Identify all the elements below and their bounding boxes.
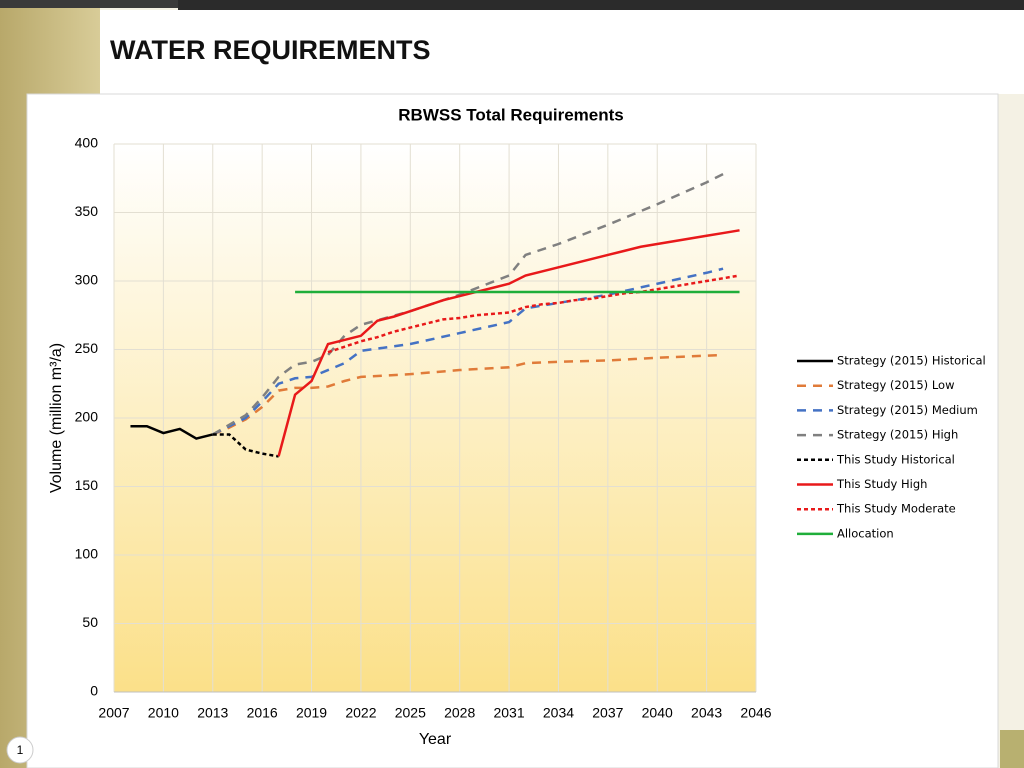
x-tick-label: 2037 [592, 705, 623, 721]
y-tick-label: 250 [75, 340, 99, 356]
legend-label: Allocation [837, 526, 894, 540]
legend-label: This Study Historical [836, 452, 955, 466]
x-tick-label: 2040 [642, 705, 673, 721]
chart-title: RBWSS Total Requirements [398, 105, 623, 124]
x-tick-label: 2031 [493, 705, 524, 721]
x-tick-label: 2034 [543, 705, 574, 721]
slide-number: 1 [17, 743, 24, 757]
y-axis-label: Volume (million m³/a) [48, 343, 65, 493]
x-axis-label: Year [419, 731, 452, 748]
top-bar [178, 0, 1024, 10]
series-line [130, 424, 214, 440]
legend-label: Strategy (2015) Medium [837, 403, 978, 417]
x-tick-label: 2010 [148, 705, 179, 721]
slide-title: WATER REQUIREMENTS [110, 35, 431, 65]
series-line [277, 229, 740, 457]
lines [130, 173, 740, 458]
series-line [212, 433, 279, 458]
y-tick-label: 0 [90, 683, 98, 699]
y-tick-label: 150 [75, 477, 99, 493]
legend-label: This Study Moderate [836, 502, 956, 516]
y-tick-label: 400 [75, 135, 99, 151]
x-tick-label: 2019 [296, 705, 327, 721]
page-badge [6, 736, 34, 764]
x-tick-label: 2025 [395, 705, 426, 721]
y-tick-label: 350 [75, 203, 99, 219]
x-tick-label: 2046 [740, 705, 771, 721]
x-tick-label: 2028 [444, 705, 475, 721]
y-tick-label: 100 [75, 546, 99, 562]
x-tick-label: 2016 [247, 705, 278, 721]
legend-label: Strategy (2015) High [837, 428, 958, 442]
legend-label: This Study High [836, 477, 927, 491]
y-tick-label: 200 [75, 409, 99, 425]
legend: Strategy (2015) Historical Strategy (2015… [797, 354, 986, 540]
legend-label: Strategy (2015) Historical [837, 354, 986, 368]
x-tick-label: 2013 [197, 705, 228, 721]
corner-image [1000, 730, 1024, 768]
series-line [327, 274, 740, 354]
x-tick-label: 2022 [345, 705, 376, 721]
y-tick-label: 50 [82, 614, 98, 630]
x-tick-label: 2043 [691, 705, 722, 721]
legend-label: Strategy (2015) Low [837, 378, 954, 392]
title-area [100, 10, 1024, 94]
y-tick-label: 300 [75, 272, 99, 288]
top-bar [0, 0, 178, 8]
x-tick-label: 2007 [98, 705, 129, 721]
series-line [212, 353, 724, 436]
grid: 0 50 100 150 200 250 300 350 400 2007 2010 2013 2016… [75, 135, 772, 721]
